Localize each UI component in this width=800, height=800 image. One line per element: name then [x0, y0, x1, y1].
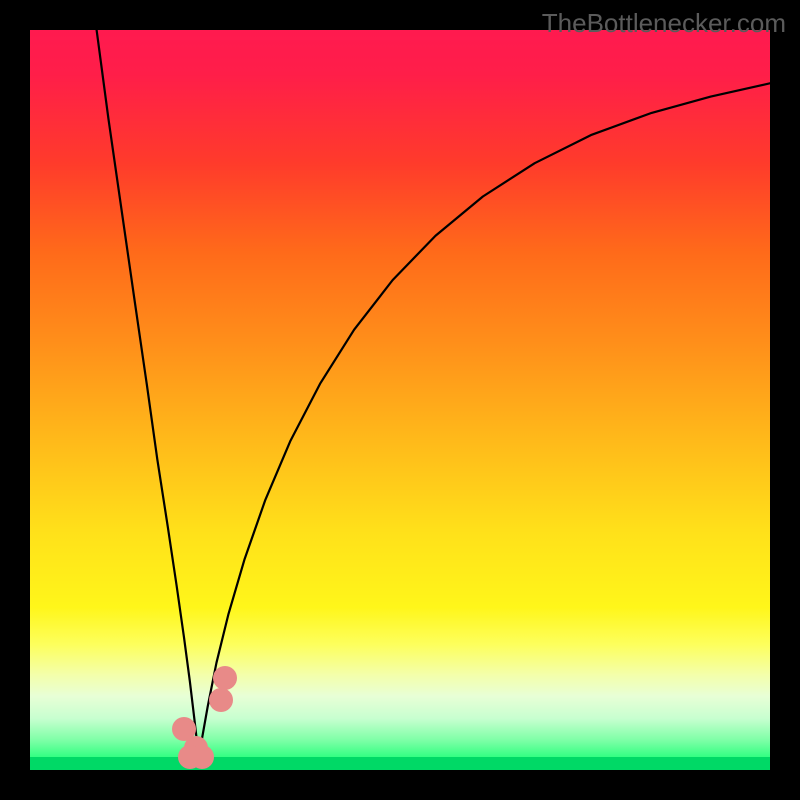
plot-area: [30, 30, 770, 770]
bottleneck-curves: [30, 30, 770, 770]
curve-right-branch: [199, 83, 770, 759]
watermark-text: TheBottlenecker.com: [542, 8, 786, 39]
figure-root: TheBottlenecker.com: [0, 0, 800, 800]
curve-left-branch: [97, 30, 199, 759]
